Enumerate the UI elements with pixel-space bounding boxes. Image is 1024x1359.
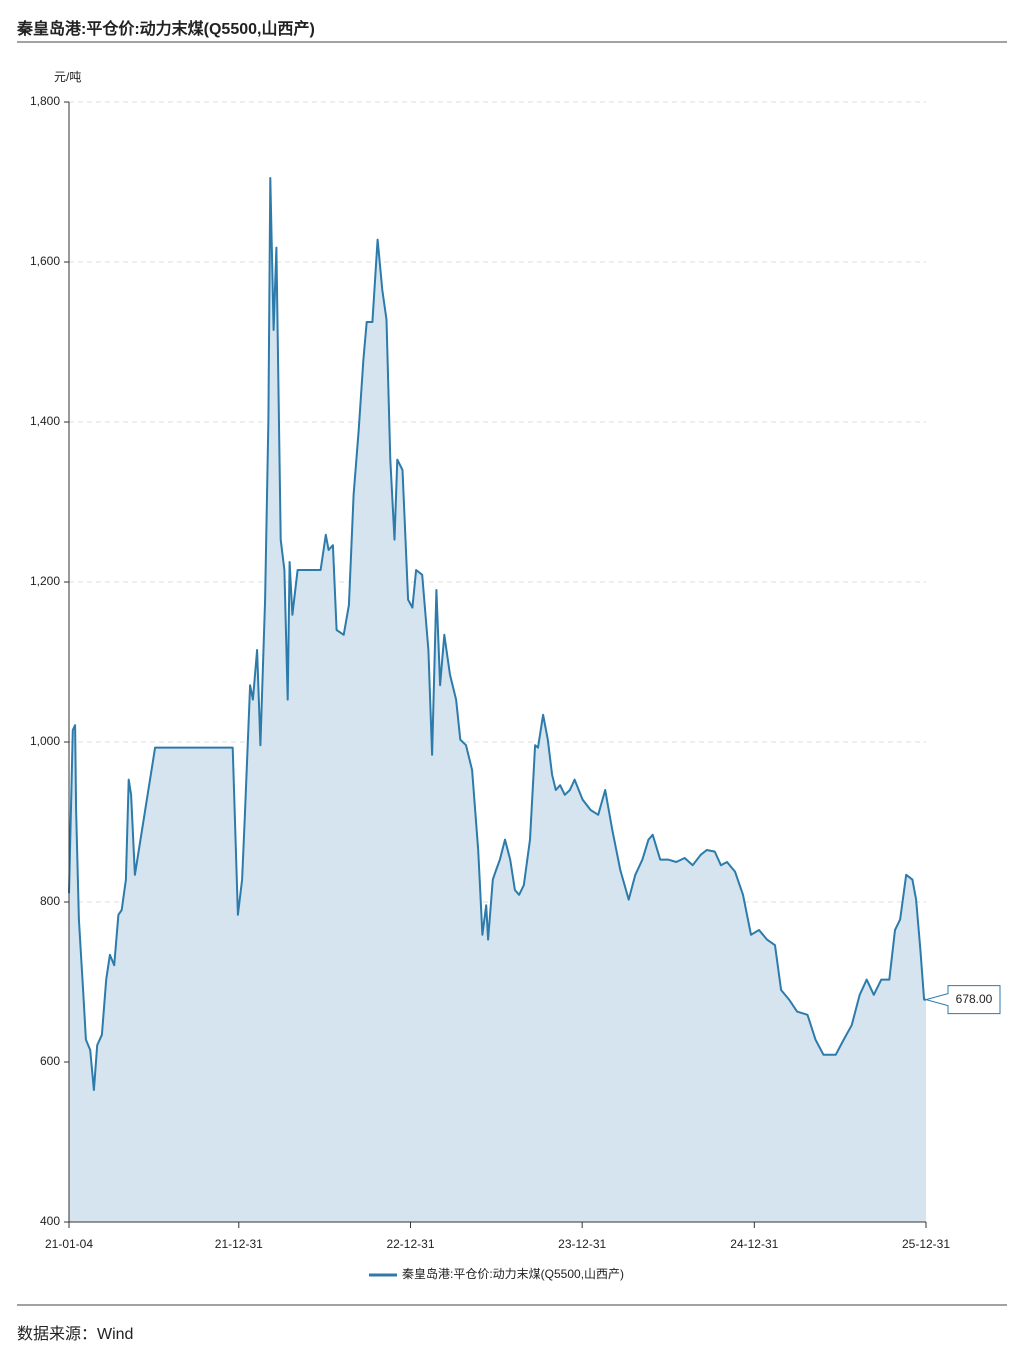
line [68,177,926,1091]
x-tick-label: 23-12-31 [558,1237,606,1251]
y-tick-label: 1,200 [30,574,60,588]
y-tick-label: 1,400 [30,414,60,428]
y-tick-label: 600 [40,1054,60,1068]
x-tick-label: 21-12-31 [215,1237,263,1251]
x-tick-label: 24-12-31 [730,1237,778,1251]
chart-title: 秦皇岛港:平仓价:动力末煤(Q5500,山西产) [16,19,315,38]
y-tick-label: 1,800 [30,94,60,108]
callout [924,985,1001,1015]
y-tick-label: 800 [40,894,60,908]
y-unit: 元/吨 [54,70,81,84]
x-tick-label: 22-12-31 [386,1237,434,1251]
value-label: 678.00 [956,992,993,1006]
x-tick-label: 25-12-31 [902,1237,950,1251]
x-tick-label: 21-01-04 [45,1237,93,1251]
y-tick-label: 1,000 [30,734,60,748]
y-tick-label: 400 [40,1214,60,1228]
legend-label: 秦皇岛港:平仓价:动力末煤(Q5500,山西产) [402,1266,624,1281]
y-tick-label: 1,600 [30,254,60,268]
area [69,178,926,1222]
source: 数据来源：Wind [17,1325,133,1343]
